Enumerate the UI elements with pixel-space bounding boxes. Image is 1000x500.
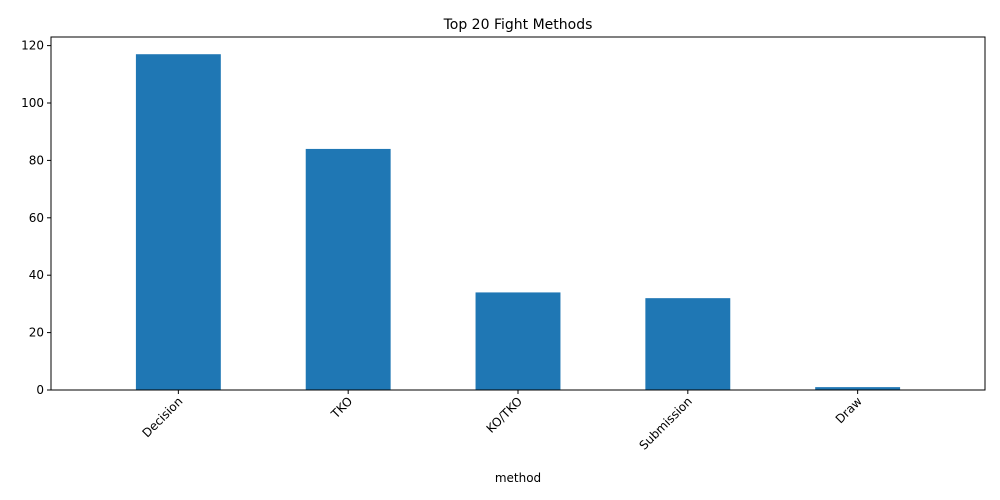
bar-tko [305, 148, 391, 390]
plot-frame [50, 36, 986, 391]
x-axis-label: method [495, 471, 541, 485]
y-tick-label: 60 [29, 211, 44, 225]
y-tick-label: 0 [36, 383, 44, 397]
bar-draw [815, 387, 901, 390]
x-axis: Decision TKO KO/TKO Submission Draw [139, 390, 865, 453]
y-axis: 0 20 40 60 80 100 120 [21, 39, 51, 397]
bar-submission [645, 298, 731, 390]
x-tick-label: KO/TKO [484, 394, 526, 436]
y-tick-label: 120 [21, 39, 44, 53]
x-tick-label: TKO [328, 394, 356, 422]
bar-decision [135, 54, 221, 390]
chart-title: Top 20 Fight Methods [443, 17, 593, 33]
y-tick-label: 80 [29, 153, 44, 167]
bars-group [135, 54, 901, 390]
bar-ko-tko [475, 292, 561, 390]
x-tick-label: Decision [139, 394, 185, 440]
y-tick-label: 40 [29, 268, 44, 282]
x-tick-label: Submission [636, 394, 694, 452]
y-tick-label: 20 [29, 326, 44, 340]
x-tick-label: Draw [833, 394, 865, 426]
y-tick-label: 100 [21, 96, 44, 110]
